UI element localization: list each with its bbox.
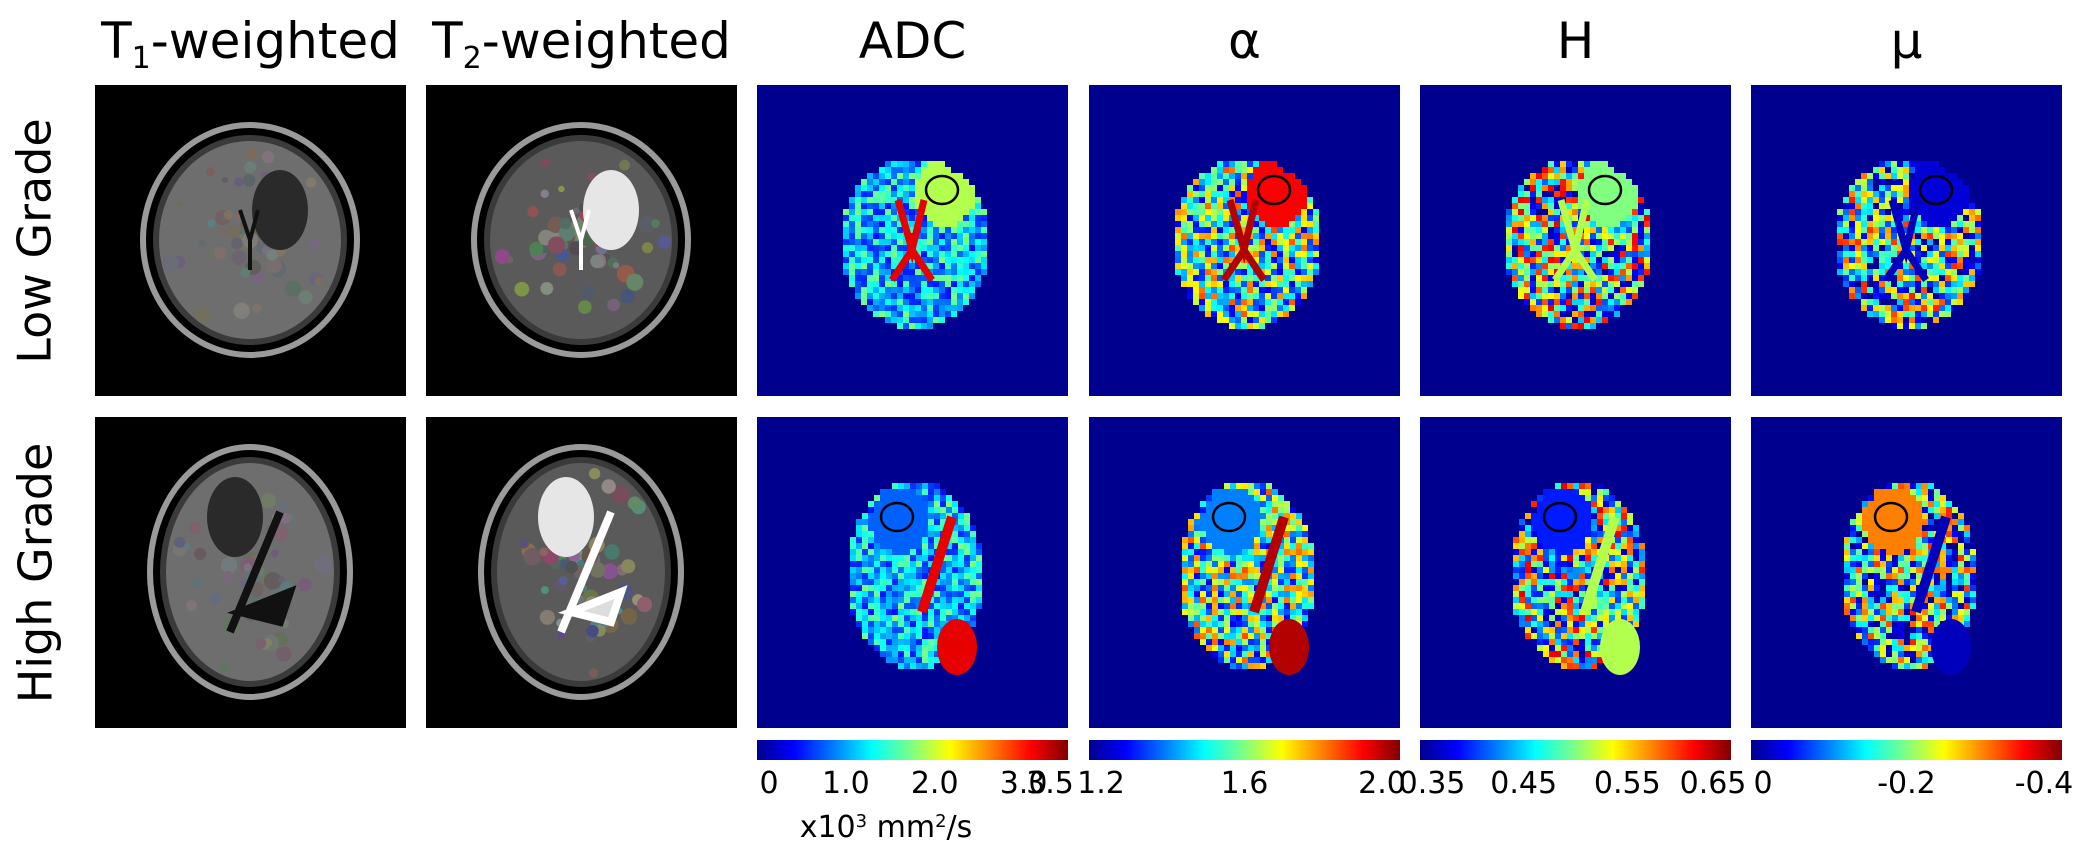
h-tick-0: 0.35: [1398, 766, 1466, 801]
column-title-adc: ADC: [858, 12, 967, 70]
column-title-mu: μ: [1890, 12, 1923, 70]
alpha-tick-1: 1.6: [1220, 766, 1269, 801]
mu-low-grade-map: [1751, 85, 2062, 396]
column-title-t2: T2-weighted: [432, 12, 731, 76]
alpha-high-grade-map: [1089, 417, 1400, 728]
alpha-colorbar: [1089, 740, 1400, 760]
h-colorbar: [1420, 740, 1731, 760]
adc-high-grade-map: [757, 417, 1068, 728]
adc-tick-2: 2.0: [910, 766, 959, 801]
row-label-low-grade: Low Grade: [8, 117, 63, 364]
column-title-h: H: [1556, 12, 1595, 70]
mu-high-grade-map: [1751, 417, 2062, 728]
t2-high-grade-image: [426, 417, 737, 728]
alpha-tick-2: 2.0: [1358, 766, 1406, 801]
adc-tick-1: 1.0: [821, 766, 870, 801]
h-high-grade-map: [1420, 417, 1731, 728]
adc-low-grade-map: [757, 85, 1068, 396]
adc-tick-4: 3.5: [1026, 766, 1074, 801]
row-label-high-grade: High Grade: [8, 442, 62, 703]
mu-tick-0: 0: [1753, 766, 1773, 801]
h-low-grade-map: [1420, 85, 1731, 396]
h-tick-1: 0.45: [1490, 766, 1558, 801]
mu-tick-2: -0.4: [2014, 766, 2074, 801]
mu-tick-1: -0.2: [1877, 766, 1936, 801]
adc-colorbar: [757, 740, 1068, 760]
t2-low-grade-image: [426, 85, 737, 396]
column-title-t1: T1-weighted: [101, 12, 400, 76]
mu-colorbar: [1751, 740, 2062, 760]
t1-high-grade-image: [95, 417, 406, 728]
adc-unit-label: x103 mm2/s: [799, 810, 973, 845]
h-tick-2: 0.55: [1593, 766, 1661, 801]
t1-low-grade-image: [95, 85, 406, 396]
h-tick-3: 0.65: [1679, 766, 1747, 801]
column-title-alpha: α: [1228, 12, 1261, 70]
adc-tick-0: 0: [759, 766, 779, 801]
adc-tick-3: 3.0: [999, 766, 1048, 801]
alpha-tick-0: 1.2: [1077, 766, 1125, 801]
alpha-low-grade-map: [1089, 85, 1400, 396]
